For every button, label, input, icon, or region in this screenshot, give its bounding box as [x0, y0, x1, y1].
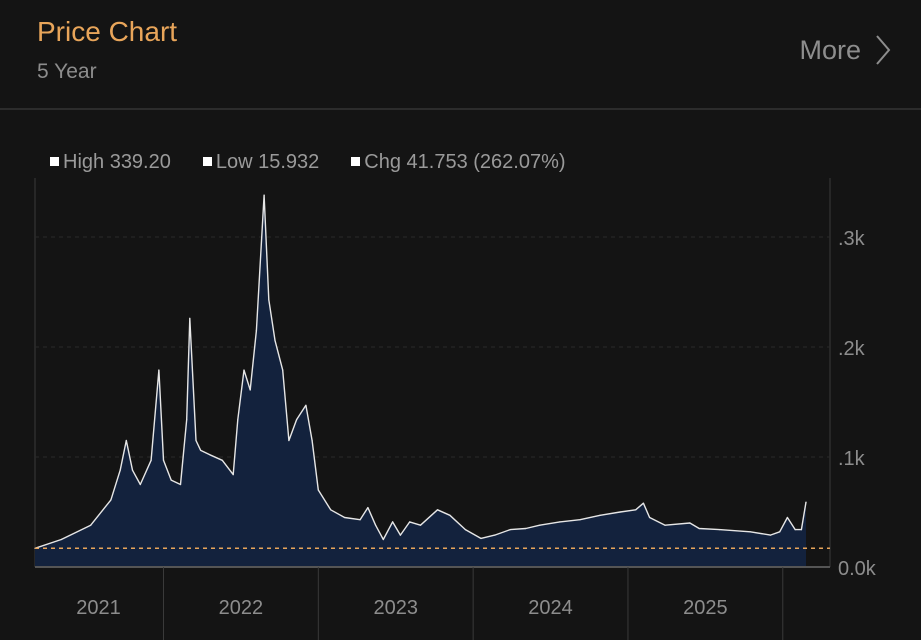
price-point — [249, 389, 251, 391]
price-point — [480, 537, 482, 540]
x-tick-label: 2024 — [528, 597, 573, 619]
price-point — [392, 521, 394, 523]
price-point — [296, 419, 298, 421]
price-area — [35, 195, 806, 567]
y-tick-label: .3k — [838, 228, 866, 250]
price-point — [525, 527, 527, 530]
price-point — [344, 516, 346, 519]
price-point — [255, 329, 257, 332]
price-point — [805, 501, 807, 503]
price-point — [232, 474, 234, 476]
legend-change: Chg 41.753 (262.07%) — [351, 151, 566, 174]
x-tick-label: 2021 — [76, 597, 121, 619]
price-point — [110, 499, 112, 501]
period-label: 5 Year — [37, 60, 97, 83]
price-point — [195, 439, 197, 442]
price-point — [689, 522, 691, 524]
x-tick-label: 2022 — [219, 597, 264, 619]
price-point — [698, 527, 700, 530]
price-point — [649, 516, 651, 519]
y-tick-label: 0.0k — [838, 558, 877, 580]
price-point — [221, 459, 223, 461]
chart-legend: High 339.20 Low 15.932 Chg 41.753 (262.0… — [50, 151, 566, 174]
chevron-right-icon — [876, 35, 891, 65]
more-button[interactable]: More — [799, 34, 891, 66]
price-point — [274, 339, 276, 341]
price-point — [769, 534, 771, 536]
price-point — [200, 449, 202, 451]
price-point — [189, 317, 191, 319]
price-point — [419, 524, 422, 526]
price-point — [162, 459, 165, 461]
price-point — [539, 524, 541, 526]
y-tick-label: .2k — [838, 338, 866, 360]
price-point — [125, 439, 127, 442]
price-point — [599, 514, 601, 516]
price-point — [464, 529, 466, 531]
price-point — [800, 529, 802, 531]
price-point — [209, 454, 211, 456]
price-point — [664, 524, 666, 526]
price-point — [579, 519, 581, 521]
price-point — [131, 469, 134, 471]
price-point — [158, 369, 160, 371]
price-point — [635, 509, 637, 511]
price-point — [282, 369, 284, 371]
x-tick-label: 2023 — [373, 597, 418, 619]
price-point — [718, 529, 720, 531]
price-point — [779, 531, 781, 533]
x-tick-label: 2025 — [683, 597, 728, 619]
price-point — [330, 509, 332, 511]
price-point — [317, 489, 319, 491]
price-point — [119, 469, 121, 471]
price-point — [794, 529, 796, 531]
price-point — [186, 419, 188, 421]
price-point — [139, 483, 141, 486]
price-point — [375, 524, 377, 526]
legend-low: Low 15.932 — [202, 151, 319, 174]
price-point — [305, 404, 307, 406]
price-point — [509, 529, 511, 531]
price-point — [494, 534, 496, 536]
page-title: Price Chart — [37, 16, 178, 47]
price-point — [559, 521, 561, 523]
price-point — [179, 483, 182, 486]
y-tick-label: .1k — [838, 448, 866, 470]
price-point — [311, 439, 313, 442]
price-point — [237, 419, 239, 421]
legend-high: High 339.20 — [50, 151, 171, 174]
price-point — [642, 502, 645, 504]
price-point — [786, 516, 789, 519]
price-point — [170, 479, 172, 481]
price-point — [150, 459, 152, 461]
more-label: More — [799, 34, 861, 65]
price-point — [359, 519, 361, 521]
price-point — [263, 194, 265, 196]
price-point — [749, 531, 751, 533]
header-divider — [0, 108, 921, 110]
price-point — [409, 521, 411, 523]
price-point — [268, 299, 270, 301]
price-point — [436, 509, 439, 511]
price-point — [90, 524, 92, 526]
price-point — [619, 511, 621, 513]
price-point — [243, 369, 245, 371]
price-point — [288, 439, 290, 442]
price-point — [399, 534, 401, 536]
price-point — [449, 514, 451, 516]
price-point — [382, 538, 384, 541]
price-point — [367, 507, 369, 509]
price-point — [60, 538, 62, 541]
